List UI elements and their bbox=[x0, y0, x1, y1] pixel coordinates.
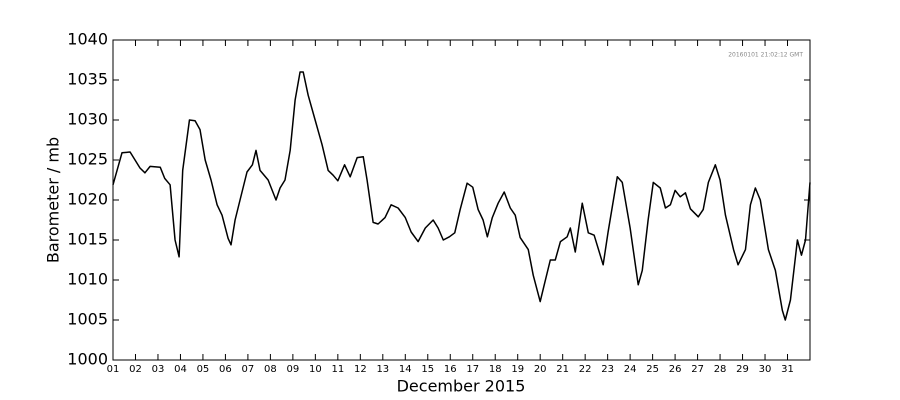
x-tick-label: 28 bbox=[714, 364, 727, 375]
x-tick-label: 21 bbox=[556, 364, 569, 375]
x-tick-label: 14 bbox=[399, 364, 412, 375]
y-axis-label: Barometer / mb bbox=[44, 137, 63, 263]
x-axis-label: December 2015 bbox=[397, 377, 526, 396]
y-tick-label: 1035 bbox=[67, 70, 108, 89]
x-tick-label: 31 bbox=[781, 364, 794, 375]
pressure-line bbox=[112, 71, 811, 321]
x-tick-label: 04 bbox=[174, 364, 187, 375]
x-tick-label: 18 bbox=[489, 364, 502, 375]
x-tick-label: 16 bbox=[444, 364, 457, 375]
x-tick-label: 09 bbox=[287, 364, 300, 375]
x-tick-label: 02 bbox=[129, 364, 142, 375]
plot-frame bbox=[112, 39, 811, 361]
x-tick-label: 30 bbox=[759, 364, 772, 375]
x-tick-label: 17 bbox=[466, 364, 479, 375]
x-tick-label: 05 bbox=[197, 364, 210, 375]
x-tick-label: 11 bbox=[331, 364, 344, 375]
x-tick-label: 27 bbox=[691, 364, 704, 375]
y-tick-label: 1025 bbox=[67, 150, 108, 169]
x-tick-label: 20 bbox=[534, 364, 547, 375]
y-tick-label: 1005 bbox=[67, 310, 108, 329]
x-tick-label: 01 bbox=[107, 364, 120, 375]
x-tick-label: 03 bbox=[152, 364, 165, 375]
y-tick-label: 1030 bbox=[67, 110, 108, 129]
x-tick-label: 06 bbox=[219, 364, 232, 375]
x-tick-label: 10 bbox=[309, 364, 322, 375]
x-tick-label: 08 bbox=[264, 364, 277, 375]
y-tick-label: 1020 bbox=[67, 190, 108, 209]
x-tick-label: 26 bbox=[669, 364, 682, 375]
y-tick-label: 1040 bbox=[67, 30, 108, 49]
x-tick-label: 12 bbox=[354, 364, 367, 375]
x-tick-label: 19 bbox=[511, 364, 524, 375]
y-tick-label: 1010 bbox=[67, 270, 108, 289]
x-tick-label: 07 bbox=[242, 364, 255, 375]
x-tick-label: 25 bbox=[646, 364, 659, 375]
x-tick-label: 15 bbox=[421, 364, 434, 375]
x-tick-label: 22 bbox=[579, 364, 592, 375]
y-tick-label: 1000 bbox=[67, 350, 108, 369]
y-tick-label: 1015 bbox=[67, 230, 108, 249]
x-tick-label: 23 bbox=[601, 364, 614, 375]
x-tick-label: 24 bbox=[624, 364, 637, 375]
x-tick-label: 29 bbox=[736, 364, 749, 375]
timestamp: 20160101 21:02:12 GMT bbox=[728, 52, 803, 59]
x-tick-label: 13 bbox=[376, 364, 389, 375]
